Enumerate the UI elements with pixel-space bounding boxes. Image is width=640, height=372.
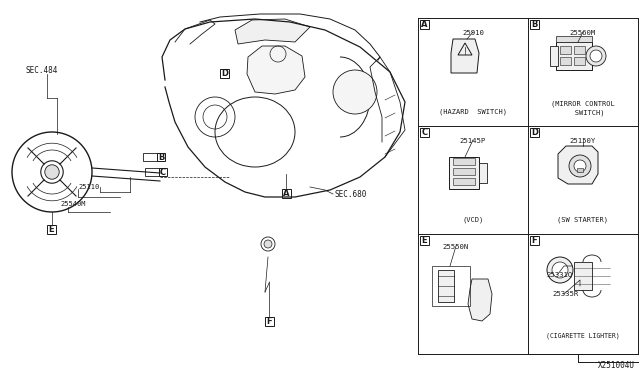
Bar xyxy=(438,270,454,302)
Bar xyxy=(47,225,56,234)
Bar xyxy=(530,128,539,137)
Text: 25560M: 25560M xyxy=(570,30,596,36)
Text: C: C xyxy=(421,128,428,137)
Bar xyxy=(574,57,585,65)
Text: 25550N: 25550N xyxy=(443,244,469,250)
Text: 25145P: 25145P xyxy=(460,138,486,144)
Text: A: A xyxy=(421,20,428,29)
Circle shape xyxy=(574,160,586,172)
Bar xyxy=(453,168,475,175)
Text: B: B xyxy=(158,153,164,161)
Bar xyxy=(550,46,558,66)
Bar xyxy=(220,69,229,78)
Text: SEC.680: SEC.680 xyxy=(335,189,367,199)
Bar xyxy=(556,36,592,42)
Bar xyxy=(530,236,539,245)
Bar xyxy=(574,262,592,290)
Text: A: A xyxy=(284,189,290,198)
Text: E: E xyxy=(422,236,428,245)
Bar xyxy=(432,266,470,306)
Text: F: F xyxy=(532,236,538,245)
Text: SEC.484: SEC.484 xyxy=(25,65,58,74)
Bar xyxy=(449,157,479,189)
Circle shape xyxy=(45,165,60,179)
Text: E: E xyxy=(49,224,54,234)
Circle shape xyxy=(264,240,272,248)
Bar xyxy=(453,158,475,165)
Text: (HAZARD  SWITCH): (HAZARD SWITCH) xyxy=(439,109,507,115)
Polygon shape xyxy=(468,279,492,321)
Text: SWITCH): SWITCH) xyxy=(562,110,604,116)
Bar xyxy=(157,153,165,161)
Bar xyxy=(420,20,429,29)
Bar xyxy=(143,153,157,161)
Polygon shape xyxy=(247,46,305,94)
Text: C: C xyxy=(160,167,166,176)
Text: 25910: 25910 xyxy=(462,30,484,36)
Text: B: B xyxy=(531,20,538,29)
Circle shape xyxy=(547,257,573,283)
Bar xyxy=(282,189,291,198)
Text: (VCD): (VCD) xyxy=(462,217,484,223)
Bar xyxy=(420,236,429,245)
Bar xyxy=(530,20,539,29)
Circle shape xyxy=(333,70,377,114)
Text: (CIGARETTE LIGHTER): (CIGARETTE LIGHTER) xyxy=(546,333,620,339)
Bar xyxy=(556,42,592,70)
Text: D: D xyxy=(531,128,538,137)
Text: 25150Y: 25150Y xyxy=(570,138,596,144)
Circle shape xyxy=(590,50,602,62)
Circle shape xyxy=(569,155,591,177)
Text: 25540M: 25540M xyxy=(60,201,86,207)
Text: X251004U: X251004U xyxy=(598,362,635,371)
Circle shape xyxy=(586,46,606,66)
Bar xyxy=(265,317,274,326)
Bar xyxy=(479,163,487,183)
Text: F: F xyxy=(267,317,272,326)
Text: (MIRROR CONTROL: (MIRROR CONTROL xyxy=(551,101,615,107)
Circle shape xyxy=(552,262,568,278)
Bar xyxy=(560,57,571,65)
Bar xyxy=(574,46,585,54)
Text: 25110: 25110 xyxy=(78,184,99,190)
Text: 25335R: 25335R xyxy=(552,291,579,297)
Bar xyxy=(560,46,571,54)
Bar xyxy=(159,168,167,176)
Text: (SW STARTER): (SW STARTER) xyxy=(557,217,609,223)
Bar xyxy=(145,168,159,176)
Polygon shape xyxy=(558,146,598,184)
Text: D: D xyxy=(221,69,228,78)
Polygon shape xyxy=(451,39,479,73)
Polygon shape xyxy=(235,19,310,44)
Text: 25331Q: 25331Q xyxy=(546,271,572,277)
Bar xyxy=(420,128,429,137)
Bar xyxy=(577,168,583,172)
Bar xyxy=(453,178,475,185)
